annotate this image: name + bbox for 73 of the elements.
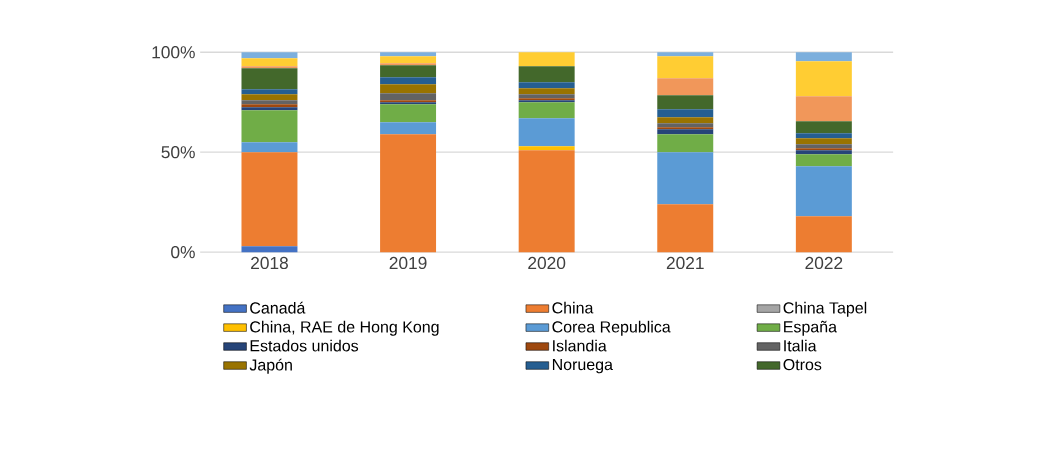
- bar: [795, 148, 852, 151]
- bar: [380, 84, 437, 94]
- bar: [380, 77, 437, 85]
- legend-label: Japón: [249, 358, 292, 374]
- bar: [241, 58, 298, 67]
- bar: [241, 110, 298, 143]
- legend-label: Italia: [784, 339, 817, 352]
- bar: [657, 78, 714, 96]
- x-tick-label: 2018: [251, 256, 288, 270]
- bar: [657, 52, 714, 57]
- bar: [795, 121, 852, 134]
- bar: [657, 123, 714, 128]
- legend-label: España: [784, 320, 837, 336]
- x-tick-label: 2020: [528, 256, 566, 270]
- bar: [518, 82, 575, 89]
- bar: [380, 134, 437, 253]
- bar: [518, 118, 575, 147]
- bar: [380, 52, 437, 57]
- bar: [518, 102, 575, 119]
- bar: [657, 56, 714, 79]
- bar: [380, 104, 437, 123]
- bar: [241, 246, 298, 253]
- bar: [518, 150, 575, 253]
- bar: [518, 52, 575, 67]
- bar: [795, 216, 852, 253]
- x-tick-label: 2021: [666, 256, 704, 270]
- legend-label: Noruega: [552, 359, 613, 374]
- legend-label: Estados unidos: [250, 339, 359, 352]
- legend-label: China, RAE de Hong Kong: [250, 320, 439, 336]
- bar: [657, 152, 714, 205]
- bar: [241, 94, 298, 101]
- bar: [518, 146, 575, 151]
- bar: [795, 61, 852, 97]
- x-tick-label: 2019: [389, 256, 427, 270]
- bar: [518, 66, 575, 83]
- bar: [380, 122, 437, 135]
- bar: [795, 52, 852, 62]
- bar: [518, 88, 575, 95]
- y-tick-label: 50%: [161, 146, 195, 159]
- legend-label: Islandia: [553, 339, 607, 352]
- x-tick-label: 2022: [805, 256, 843, 270]
- bar: [657, 134, 714, 153]
- bar: [795, 144, 852, 149]
- bar: [241, 66, 298, 69]
- legend-label: Otros: [783, 358, 822, 371]
- legend-label: Corea Republica: [552, 320, 671, 336]
- legend-label: China Tapel: [783, 301, 867, 317]
- bar: [795, 133, 852, 139]
- bar: [241, 89, 298, 95]
- bar: [380, 93, 437, 101]
- bar: [657, 95, 714, 110]
- bar: [795, 150, 852, 155]
- bar: [795, 138, 852, 145]
- bar: [241, 68, 298, 90]
- bar: [241, 52, 298, 59]
- y-tick-label: 0%: [171, 246, 195, 259]
- bar: [795, 166, 852, 217]
- bar: [241, 100, 298, 105]
- bar: [380, 56, 437, 64]
- bar: [518, 94, 575, 99]
- bar: [657, 127, 714, 130]
- legend-label: China: [552, 301, 594, 314]
- bar: [657, 204, 714, 253]
- bar: [380, 65, 437, 78]
- y-tick-label: 100%: [152, 46, 195, 59]
- bar: [241, 142, 298, 153]
- bar: [241, 152, 298, 247]
- bar: [657, 117, 714, 124]
- bar: [795, 154, 852, 167]
- legend-label: Canadá: [250, 301, 306, 314]
- bar: [795, 96, 852, 122]
- bar: [657, 129, 714, 135]
- bar: [657, 109, 714, 118]
